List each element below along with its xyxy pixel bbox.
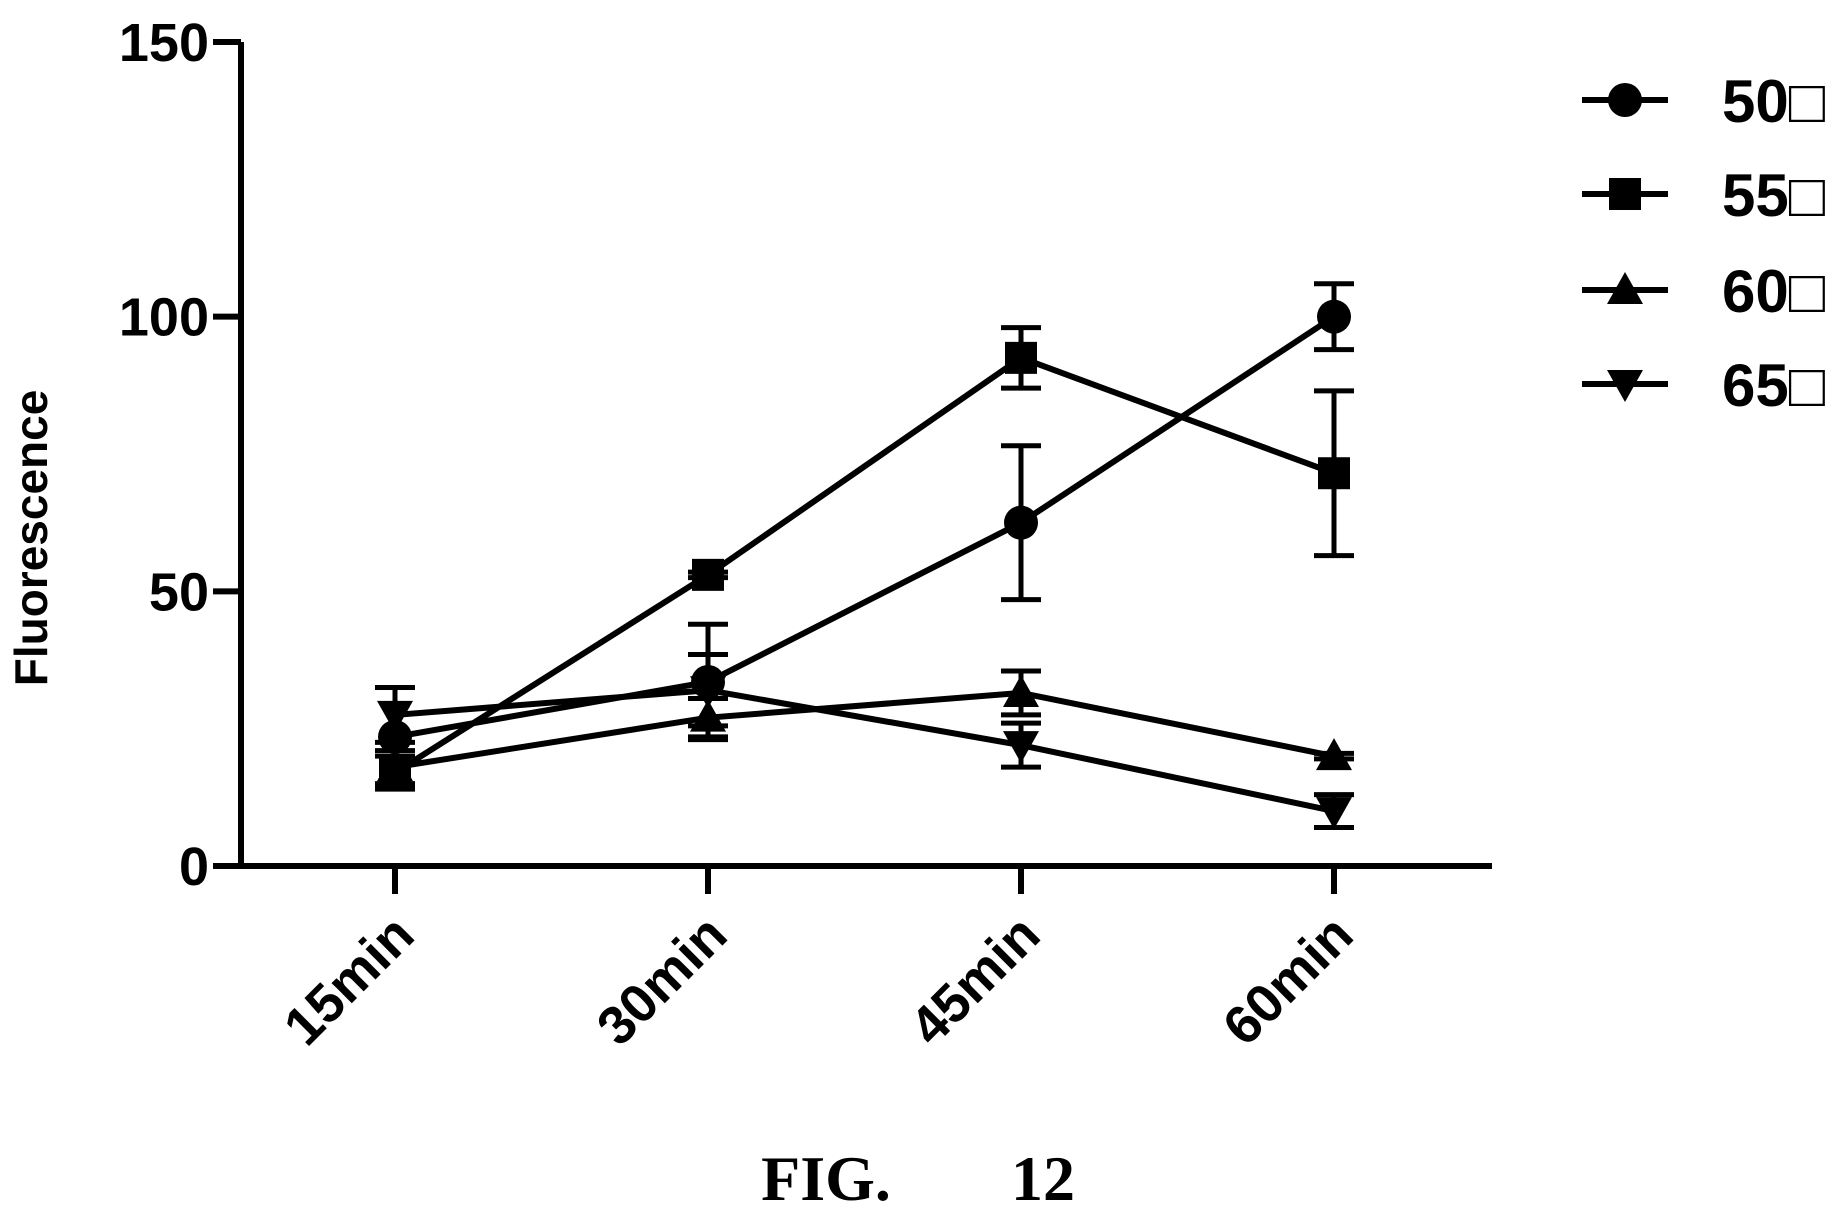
data-point [1004, 505, 1038, 540]
legend-marker [1608, 83, 1642, 117]
figure-caption-fig: FIG. [761, 1143, 891, 1214]
y-tick-label: 100 [119, 288, 209, 348]
data-point [1316, 738, 1352, 771]
figure-caption-number: 12 [1011, 1143, 1075, 1214]
data-point [692, 558, 724, 591]
legend-marker [1607, 272, 1643, 304]
legend-entry: 55□ [1582, 162, 1825, 229]
series-3 [375, 668, 1354, 787]
legend-label: 65□ [1722, 352, 1825, 419]
series-4 [375, 652, 1354, 831]
legend-entry: 50□ [1582, 68, 1825, 135]
series-1 [375, 281, 1354, 789]
legend-marker [1609, 178, 1641, 210]
data-point [1318, 457, 1350, 490]
axes: 0 50 100 150 15min 30min 45min 60min [119, 13, 1492, 1057]
legend-entry: 60□ [1582, 258, 1825, 325]
legend-label: 50□ [1722, 68, 1825, 135]
data-point [1317, 299, 1351, 334]
series-line [394, 687, 1335, 815]
data-point [690, 676, 726, 709]
data-point [1005, 341, 1037, 374]
x-tick-label: 30min [586, 904, 739, 1057]
data-point [377, 700, 413, 733]
series-line [394, 689, 1335, 771]
legend-label: 60□ [1722, 258, 1825, 325]
legend: 50□ 55□ 60□ 65□ [1582, 68, 1825, 419]
data-point [1003, 731, 1039, 764]
series-line [394, 314, 1336, 740]
x-tick-label: 60min [1212, 904, 1365, 1057]
legend-label: 55□ [1722, 162, 1825, 229]
legend-marker [1607, 370, 1643, 402]
series-layer [375, 281, 1354, 831]
y-tick-label: 50 [149, 562, 209, 622]
data-point [1003, 674, 1039, 707]
data-point [1316, 797, 1352, 830]
data-point [377, 749, 413, 782]
x-tick-label: 15min [273, 904, 426, 1057]
x-tick-label: 45min [899, 904, 1052, 1057]
legend-entry: 65□ [1582, 352, 1825, 419]
y-tick-label: 150 [119, 13, 209, 73]
y-axis-label: Fluorescence [5, 390, 57, 687]
y-tick-label: 0 [179, 837, 209, 897]
series-line [393, 354, 1336, 776]
